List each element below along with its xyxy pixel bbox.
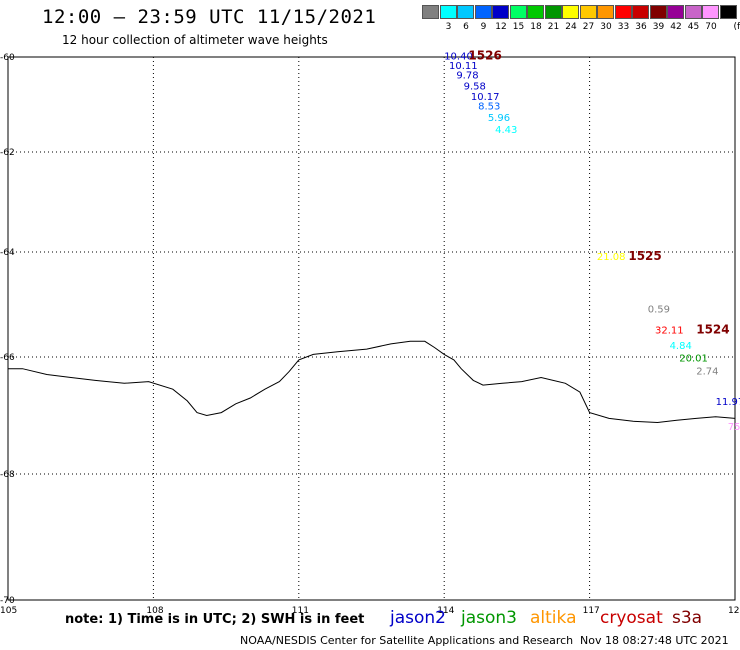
map-title: 12:00 – 23:59 UTC 11/15/2021 <box>42 6 377 28</box>
legend-swatch <box>702 5 719 19</box>
credit-text: NOAA/NESDIS Center for Satellite Applica… <box>240 634 574 647</box>
legend-label: 33 <box>617 22 630 32</box>
legend-label: 21 <box>547 22 560 32</box>
legend-label: 45 <box>687 22 700 32</box>
swh-observation: 10.40 <box>444 51 473 62</box>
swh-observation: 21.08 <box>597 252 626 263</box>
legend-swatch <box>597 5 614 19</box>
swh-observation: 9.58 <box>464 81 486 92</box>
legend-label: 18 <box>530 22 542 32</box>
legend-label: 3 <box>445 22 452 32</box>
satellite-name: s3a <box>672 608 703 628</box>
swh-observation: 10.17 <box>471 92 500 103</box>
coastline <box>8 340 736 424</box>
lon-label: 117 <box>583 606 600 616</box>
lon-label: 114 <box>437 606 454 616</box>
legend-label: 36 <box>635 22 647 32</box>
timestamp: Nov 18 08:27:48 UTC 2021 <box>580 634 729 647</box>
legend-swatch <box>579 5 597 19</box>
legend-swatch <box>439 5 457 19</box>
legend-swatch <box>649 5 667 19</box>
swh-observation: 2.74 <box>696 367 718 378</box>
swh-observation: 10.11 <box>449 61 478 72</box>
track-id: 1524 <box>696 322 729 336</box>
swh-observation: 20.01 <box>679 354 708 365</box>
legend-swatch <box>457 5 474 19</box>
legend-swatch <box>719 5 737 19</box>
legend-label: 9 <box>480 22 487 32</box>
legend-swatch <box>562 5 579 19</box>
legend-unit: (ft) <box>733 22 740 32</box>
legend-swatch <box>667 5 684 19</box>
legend-swatch <box>422 5 439 19</box>
swh-observation: 0.59 <box>648 304 670 315</box>
track-id: 1525 <box>628 249 661 263</box>
footer-note: note: 1) Time is in UTC; 2) SWH is in fe… <box>65 612 365 627</box>
map-frame <box>7 56 736 601</box>
satellite-name: jason3 <box>461 608 517 628</box>
swh-observation: 4.43 <box>495 125 517 136</box>
legend-label: 15 <box>512 22 525 32</box>
legend-swatch <box>474 5 492 19</box>
track-id: 1526 <box>468 48 501 62</box>
lon-label: 105 <box>0 606 17 616</box>
legend-label: 6 <box>463 22 469 32</box>
swh-observation: 4.84 <box>670 341 692 352</box>
legend-swatch <box>684 5 702 19</box>
satellite-name: cryosat <box>600 608 663 628</box>
lat-label: -70 <box>0 596 15 606</box>
legend-label: 42 <box>670 22 682 32</box>
lon-label: 108 <box>146 606 163 616</box>
swh-observation: 75 <box>728 422 740 433</box>
legend-swatch <box>492 5 509 19</box>
satellite-name: jason2 <box>390 608 446 628</box>
legend-label: 70 <box>705 22 717 32</box>
lat-label: -68 <box>0 470 15 480</box>
lat-label: -62 <box>0 148 15 158</box>
map-subtitle: 12 hour collection of altimeter wave hei… <box>62 33 328 47</box>
legend-label: 27 <box>582 22 595 32</box>
swh-observation: 32.11 <box>655 325 684 336</box>
swh-observation: 9.78 <box>456 70 478 81</box>
lon-label: 111 <box>292 606 309 616</box>
legend-swatch <box>509 5 527 19</box>
legend-label: 12 <box>495 22 507 32</box>
swh-observation: 5.96 <box>488 113 510 124</box>
legend-label: 30 <box>600 22 612 32</box>
legend-swatch <box>544 5 562 19</box>
swh-observation: 11.97 <box>716 397 740 408</box>
legend-label: 24 <box>565 22 577 32</box>
satellite-name: altika <box>530 608 577 628</box>
legend-swatch <box>632 5 649 19</box>
lon-label: 120 <box>728 606 740 616</box>
legend-label: 39 <box>652 22 665 32</box>
swh-observation: 8.53 <box>478 101 500 112</box>
lat-label: -66 <box>0 353 15 363</box>
legend-swatch <box>614 5 632 19</box>
lat-label: -60 <box>0 53 15 63</box>
legend-swatch <box>527 5 544 19</box>
lat-label: -64 <box>0 248 15 258</box>
